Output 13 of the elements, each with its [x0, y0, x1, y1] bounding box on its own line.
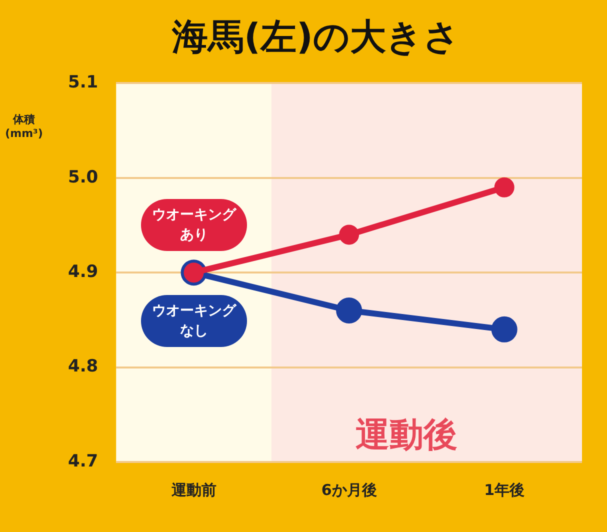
- y-tick-label: 5.0: [68, 167, 98, 188]
- x-tick-label: 運動前: [170, 480, 216, 499]
- y-axis-title: 体積(mm³): [4, 112, 44, 140]
- y-tick-label: 4.7: [68, 451, 98, 472]
- series-label: ウオーキングあり: [140, 198, 247, 251]
- y-tick-label: 4.8: [68, 356, 98, 377]
- y-tick-label: 5.1: [68, 72, 98, 93]
- x-tick-label: 6か月後: [321, 480, 377, 499]
- series-label: ウオーキングなし: [140, 294, 247, 347]
- y-tick-label: 4.9: [68, 262, 98, 282]
- x-tick-label: 1年後: [484, 480, 525, 499]
- chart-title: 海馬(左)の大きさ: [171, 16, 460, 58]
- band-label: 運動後: [356, 414, 458, 455]
